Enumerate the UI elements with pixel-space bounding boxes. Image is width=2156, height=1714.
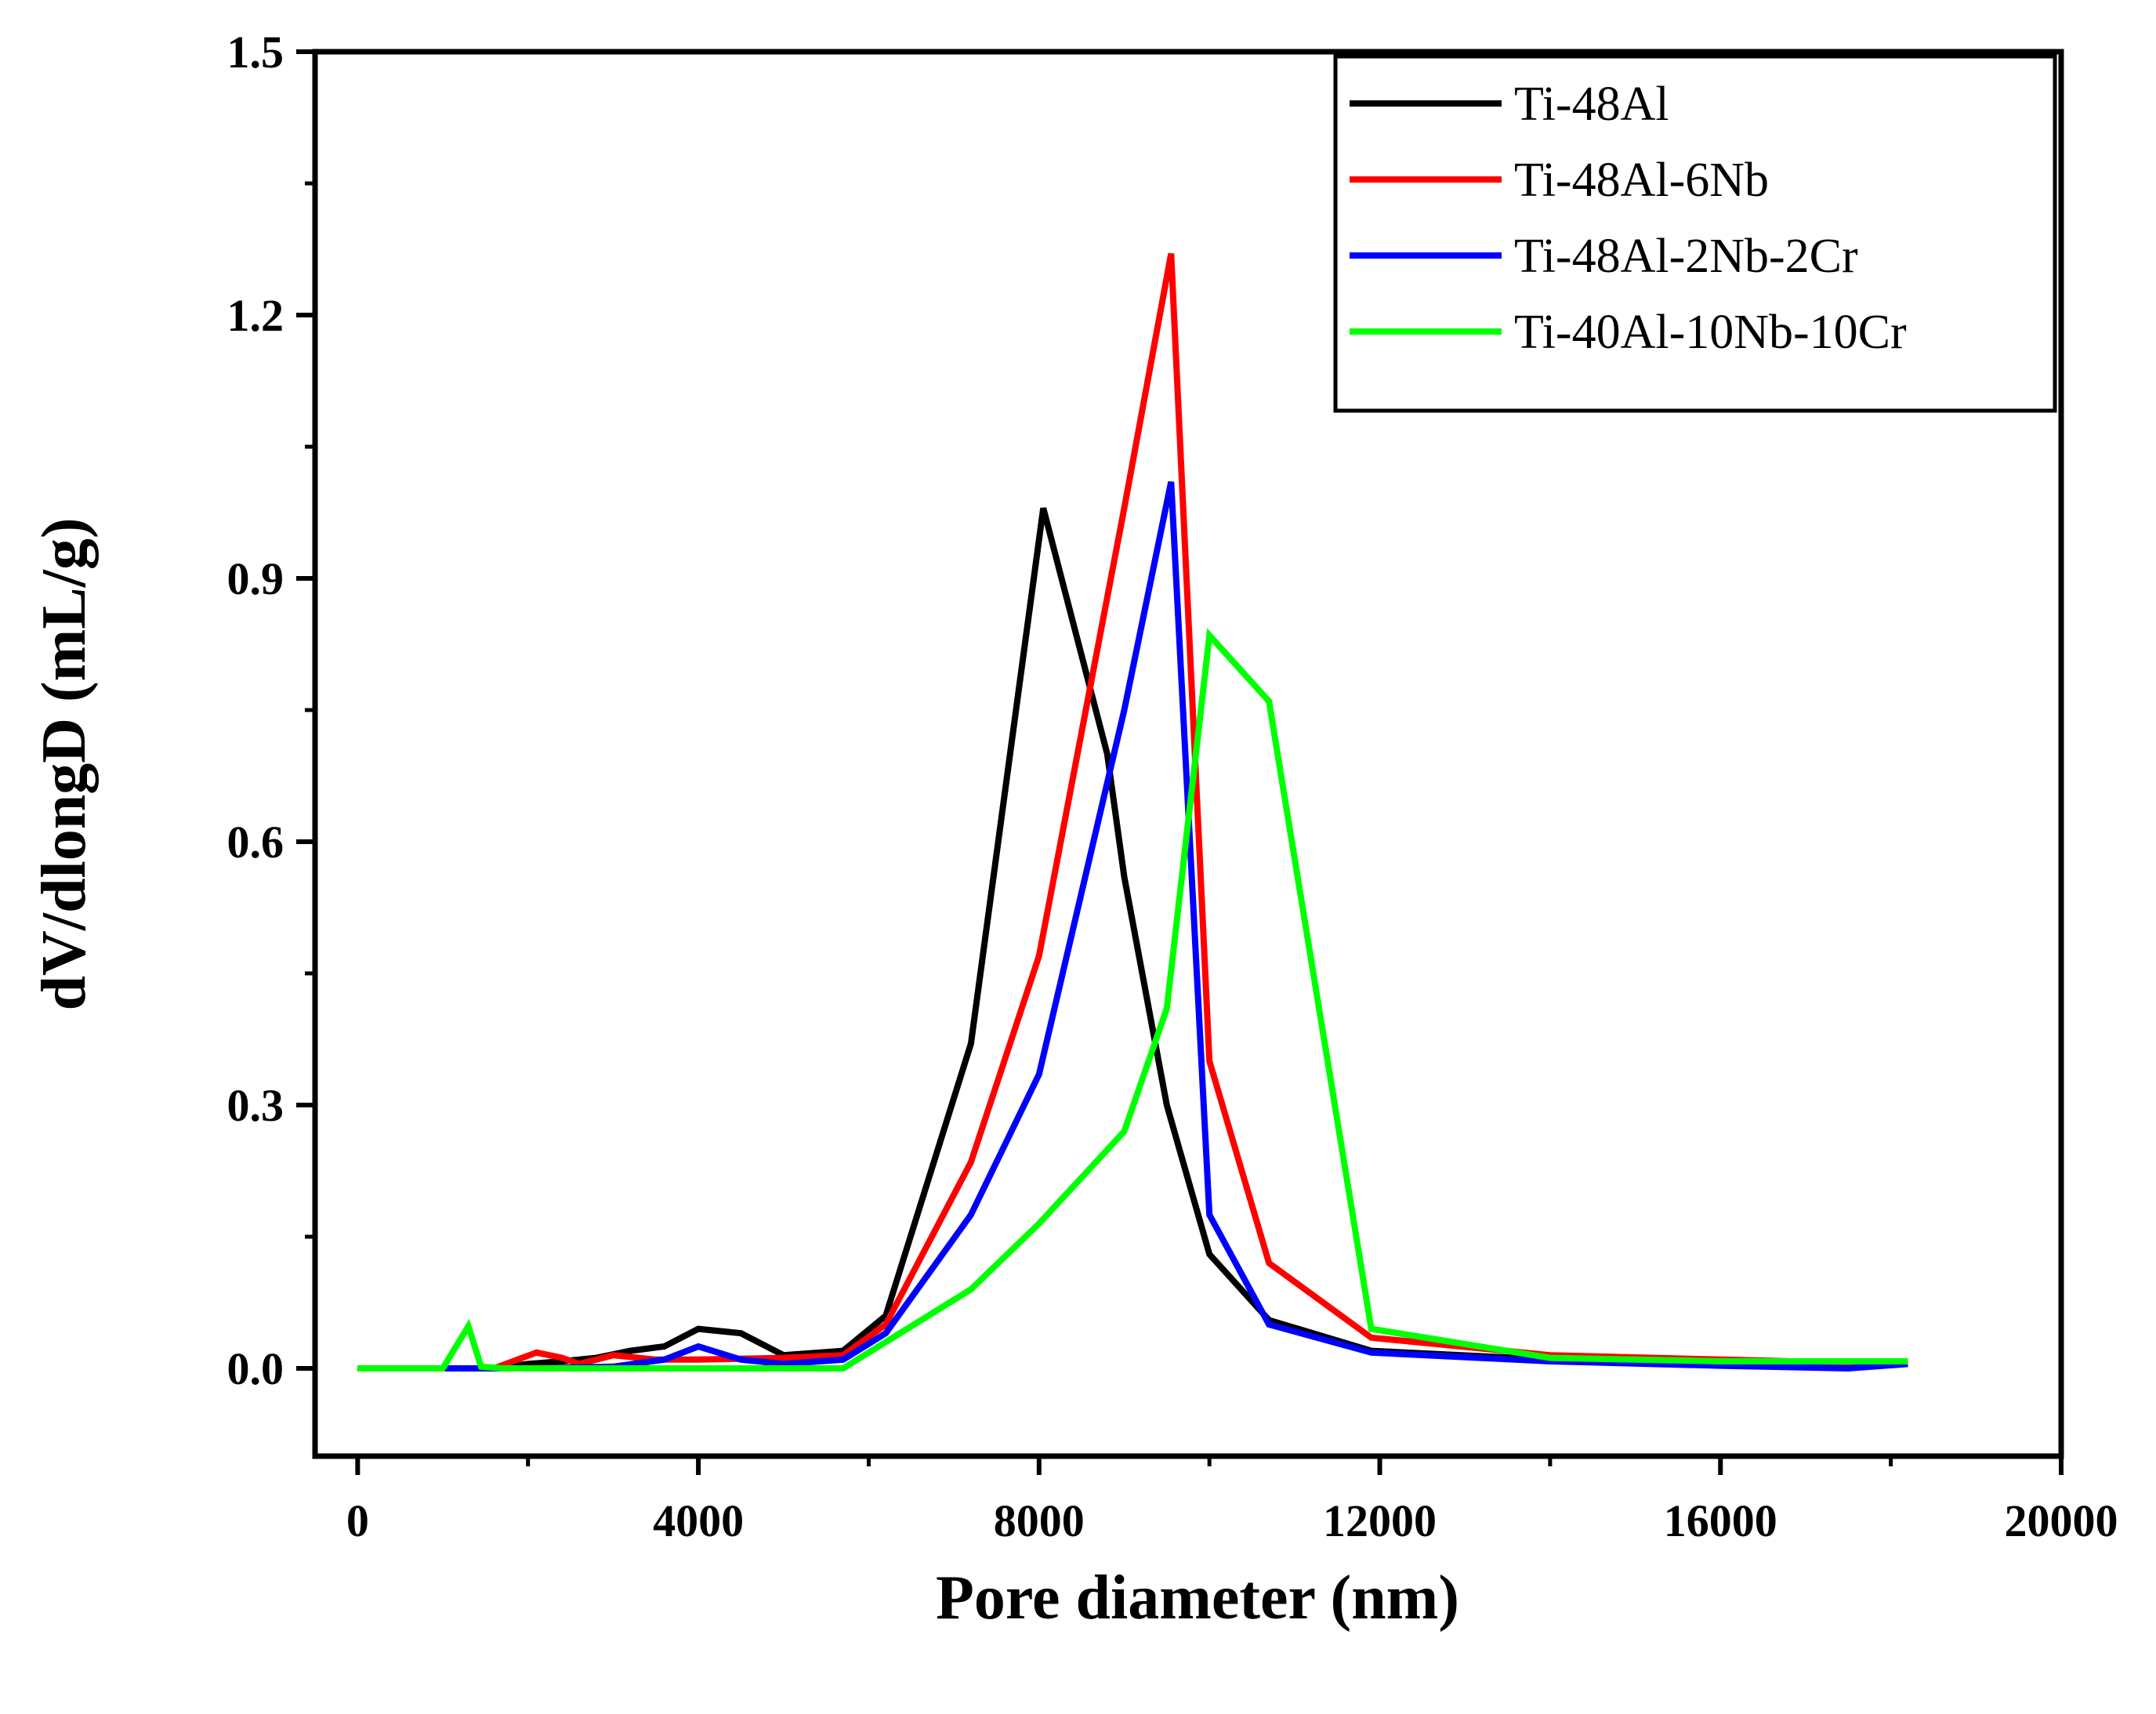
- x-tick-label: 0: [346, 1495, 369, 1546]
- y-tick-label: 1.2: [227, 290, 284, 341]
- legend-label-ti-40al-10nb-10cr: Ti-40Al-10Nb-10Cr: [1514, 306, 1907, 359]
- x-tick-label: 4000: [653, 1495, 744, 1546]
- series-line-ti-40al-10nb-10cr: [357, 628, 1908, 1372]
- y-tick-label: 0.3: [227, 1080, 284, 1131]
- plot-frame: [312, 49, 2064, 1459]
- x-tick-label: 12000: [1323, 1495, 1437, 1546]
- x-tick-label: 8000: [994, 1495, 1085, 1546]
- series-line-ti-48al-6nb: [357, 252, 1908, 1372]
- legend-label-ti-48al-6nb: Ti-48Al-6Nb: [1514, 154, 1769, 207]
- ticks-layer: 0 4000 8000 12000 16000 20000 0.0 0.3 0.6 0.9 1.2 1…: [227, 27, 2118, 1546]
- y-tick-label: 0.9: [227, 553, 284, 604]
- x-tick-label: 20000: [2005, 1495, 2118, 1546]
- y-tick-label: 1.5: [227, 27, 284, 78]
- y-axis-title: dV/dlongD (mL/g): [30, 518, 99, 1011]
- series-line-ti-48al: [357, 507, 1908, 1372]
- y-tick-label: 0.6: [227, 817, 284, 868]
- y-tick-label: 0.0: [227, 1343, 284, 1394]
- legend-label-ti-48al: Ti-48Al: [1514, 78, 1669, 131]
- legend-label-ti-48al-2nb-2cr: Ti-48Al-2Nb-2Cr: [1514, 230, 1858, 283]
- legend: Ti-48Al Ti-48Al-6Nb Ti-48Al-2Nb-2Cr Ti-40Al…: [1333, 54, 2057, 413]
- legend-box: [1333, 54, 2057, 413]
- x-tick-label: 16000: [1664, 1495, 1777, 1546]
- series-layer: [357, 252, 1908, 1372]
- plot-border: [312, 49, 2064, 1459]
- x-axis-title: Pore diameter (nm): [936, 1564, 1459, 1632]
